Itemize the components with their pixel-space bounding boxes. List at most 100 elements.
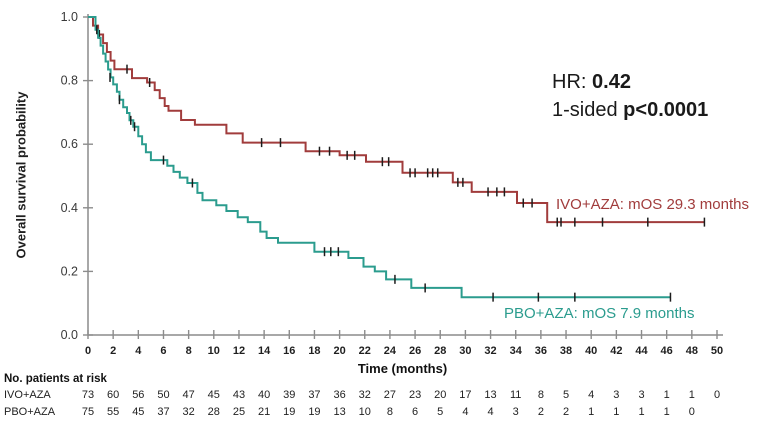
at-risk-value: 0 <box>713 389 721 401</box>
at-risk-value: 3 <box>638 389 645 401</box>
at-risk-value: 13 <box>333 406 346 418</box>
at-risk-value: 1 <box>588 406 595 418</box>
x-tick-label: 18 <box>308 345 320 357</box>
at-risk-value: 13 <box>484 389 497 401</box>
x-tick-label: 30 <box>459 345 471 357</box>
at-risk-value: 11 <box>510 389 522 401</box>
x-tick-label: 38 <box>560 345 572 357</box>
x-tick-label: 0 <box>85 345 91 357</box>
x-tick-label: 16 <box>283 345 295 357</box>
at-risk-value: 2 <box>562 406 570 418</box>
at-risk-value: 1 <box>663 406 670 418</box>
at-risk-value: 56 <box>132 389 145 401</box>
at-risk-value: 5 <box>437 406 444 418</box>
x-axis-title: Time (months) <box>357 361 448 376</box>
at-risk-value: 27 <box>383 389 397 401</box>
at-risk-value: 3 <box>512 406 519 418</box>
x-tick-label: 20 <box>333 345 345 357</box>
at-risk-value: 17 <box>459 389 472 401</box>
at-risk-value: 4 <box>487 406 494 418</box>
at-risk-title: No. patients at risk <box>4 373 107 385</box>
p-value: p<0.0001 <box>623 99 709 121</box>
at-risk-value: 19 <box>308 406 321 418</box>
at-risk-value: 36 <box>333 389 346 401</box>
at-risk-value: 1 <box>613 406 620 418</box>
x-tick-label: 34 <box>510 345 523 357</box>
at-risk-value: 75 <box>81 406 95 418</box>
at-risk-row-label-ivo: IVO+AZA <box>4 389 51 401</box>
at-risk-value: 37 <box>157 406 170 418</box>
at-risk-value: 28 <box>207 406 220 418</box>
at-risk-value: 10 <box>358 406 371 418</box>
at-risk-value: 40 <box>257 389 271 401</box>
y-axis-title: Overall survival probability <box>13 91 29 259</box>
y-tick-label: 0.4 <box>61 201 78 215</box>
x-tick-label: 46 <box>661 345 673 357</box>
y-tick-label: 0.2 <box>61 264 78 278</box>
at-risk-value: 45 <box>207 389 220 401</box>
curve-label-ivo-aza: IVO+AZA: mOS 29.3 months <box>556 196 749 213</box>
p-line: 1-sided p<0.0001 <box>552 96 708 124</box>
x-tick-label: 40 <box>585 345 597 357</box>
at-risk-value: 39 <box>283 389 296 401</box>
x-tick-label: 14 <box>258 345 271 357</box>
y-tick-label: 0.8 <box>61 74 78 88</box>
x-tick-label: 44 <box>635 345 648 357</box>
at-risk-value: 32 <box>182 406 195 418</box>
hr-annotation: HR: 0.42 1-sided p<0.0001 <box>552 68 708 124</box>
at-risk-value: 4 <box>462 406 469 418</box>
at-risk-value: 47 <box>182 389 195 401</box>
x-tick-label: 42 <box>610 345 622 357</box>
at-risk-value: 8 <box>537 389 544 401</box>
p-prefix: 1-sided <box>552 99 618 121</box>
at-risk-value: 43 <box>232 389 246 401</box>
at-risk-value: 20 <box>434 389 447 401</box>
y-tick-label: 1.0 <box>61 10 78 24</box>
at-risk-value: 2 <box>537 406 544 418</box>
hr-value: 0.42 <box>592 71 631 93</box>
x-tick-label: 48 <box>686 345 698 357</box>
x-tick-label: 8 <box>186 345 192 357</box>
at-risk-row-label-pbo: PBO+AZA <box>4 406 56 418</box>
at-risk-value: 3 <box>613 389 620 401</box>
x-tick-label: 22 <box>359 345 371 357</box>
x-tick-label: 6 <box>160 345 166 357</box>
at-risk-value: 32 <box>358 389 371 401</box>
at-risk-value: 19 <box>283 406 296 418</box>
x-tick-label: 50 <box>711 345 723 357</box>
at-risk-value: 60 <box>107 389 120 401</box>
at-risk-value: 5 <box>562 389 570 401</box>
hr-label: HR: <box>552 71 587 93</box>
at-risk-value: 1 <box>663 389 670 401</box>
at-risk-value: 21 <box>257 406 271 418</box>
at-risk-value: 6 <box>412 406 419 418</box>
x-tick-label: 12 <box>233 345 245 357</box>
x-tick-label: 2 <box>110 345 116 357</box>
at-risk-value: 45 <box>132 406 145 418</box>
curve-label-pbo-aza: PBO+AZA: mOS 7.9 months <box>504 305 695 322</box>
at-risk-value: 1 <box>688 389 695 401</box>
at-risk-value: 55 <box>107 406 120 418</box>
at-risk-value: 50 <box>157 389 170 401</box>
x-tick-label: 32 <box>484 345 496 357</box>
x-tick-label: 28 <box>434 345 446 357</box>
at-risk-value: 25 <box>232 406 246 418</box>
x-tick-label: 4 <box>135 345 142 357</box>
at-risk-value: 37 <box>308 389 321 401</box>
y-tick-label: 0.0 <box>61 328 78 342</box>
x-tick-label: 24 <box>384 345 397 357</box>
km-curve-pbo-aza <box>88 16 671 299</box>
x-tick-label: 10 <box>208 345 220 357</box>
x-tick-label: 36 <box>535 345 547 357</box>
y-tick-label: 0.6 <box>61 137 78 151</box>
x-tick-label: 26 <box>409 345 421 357</box>
hr-line: HR: 0.42 <box>552 68 708 96</box>
at-risk-value: 1 <box>638 406 645 418</box>
at-risk-value: 0 <box>688 406 695 418</box>
at-risk-value: 4 <box>588 389 595 401</box>
km-curve-ivo-aza <box>88 16 705 224</box>
at-risk-value: 8 <box>386 406 393 418</box>
at-risk-value: 23 <box>408 389 422 401</box>
